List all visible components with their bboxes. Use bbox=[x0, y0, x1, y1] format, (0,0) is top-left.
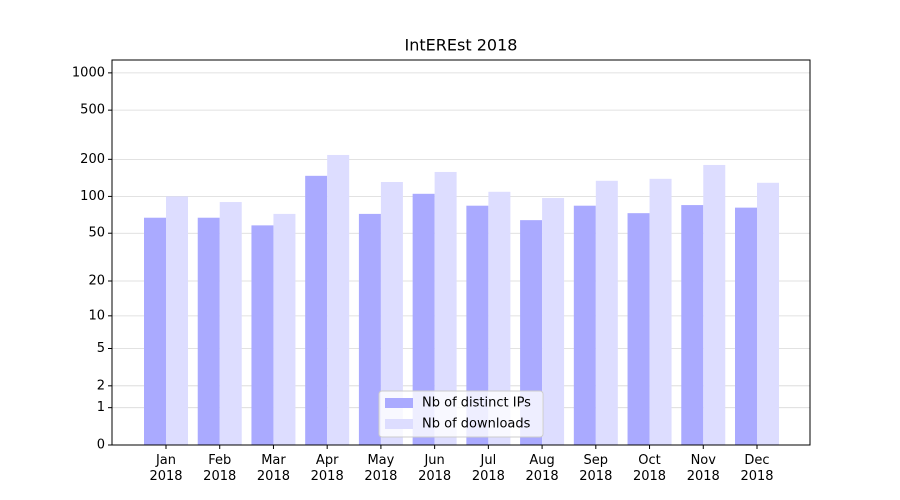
x-tick-label: Nov 2018 bbox=[686, 453, 720, 484]
bar bbox=[520, 220, 543, 445]
bar bbox=[573, 205, 596, 445]
x-tick-label: Dec 2018 bbox=[740, 453, 774, 484]
bar bbox=[327, 154, 350, 445]
chart-title: IntEREst 2018 bbox=[405, 36, 518, 55]
bar bbox=[434, 171, 457, 445]
x-tick-label: May 2018 bbox=[364, 453, 398, 484]
bar bbox=[380, 181, 403, 445]
legend-swatch bbox=[385, 398, 413, 408]
bar bbox=[358, 213, 381, 445]
bar bbox=[197, 217, 220, 445]
bar bbox=[649, 178, 672, 446]
y-tick-label: 1 bbox=[97, 400, 105, 415]
bar bbox=[466, 205, 489, 445]
y-tick-label: 2 bbox=[97, 378, 105, 393]
x-tick-label: Mar 2018 bbox=[256, 453, 290, 484]
legend-label: Nb of downloads bbox=[422, 417, 531, 432]
x-tick-label: Apr 2018 bbox=[310, 453, 344, 484]
bar bbox=[757, 182, 779, 445]
legend-label: Nb of distinct IPs bbox=[422, 396, 531, 411]
bar bbox=[595, 180, 618, 445]
bar bbox=[166, 196, 188, 445]
x-tick-label: Jan 2018 bbox=[149, 453, 183, 484]
y-tick-label: 500 bbox=[80, 103, 105, 118]
bar bbox=[412, 193, 435, 445]
x-tick-label: Feb 2018 bbox=[203, 453, 237, 484]
bar bbox=[735, 207, 757, 445]
y-tick-label: 50 bbox=[88, 226, 105, 241]
legend: Nb of distinct IPs Nb of downloads bbox=[378, 390, 544, 438]
y-tick-label: 0 bbox=[97, 438, 105, 453]
bar bbox=[219, 202, 242, 445]
bar bbox=[627, 213, 650, 445]
x-tick-label: Oct 2018 bbox=[632, 453, 667, 484]
y-tick-label: 5 bbox=[97, 341, 105, 356]
y-tick-label: 100 bbox=[80, 189, 105, 204]
bar bbox=[144, 217, 166, 445]
x-tick-label: Jun 2018 bbox=[418, 453, 452, 484]
bar bbox=[703, 164, 726, 445]
y-tick-label: 10 bbox=[88, 308, 105, 323]
y-tick-label: 20 bbox=[88, 274, 105, 289]
x-tick-label: Aug 2018 bbox=[525, 453, 559, 484]
bar bbox=[542, 198, 565, 445]
bar bbox=[273, 213, 296, 445]
bar bbox=[681, 205, 704, 445]
bar bbox=[305, 175, 328, 445]
bar bbox=[488, 191, 511, 445]
x-tick-label: Sep 2018 bbox=[579, 453, 613, 484]
legend-box bbox=[378, 390, 544, 438]
plot-frame bbox=[111, 59, 811, 446]
bar bbox=[251, 225, 274, 445]
legend-swatch bbox=[385, 419, 413, 429]
y-tick-label: 1000 bbox=[72, 65, 105, 80]
x-tick-label: Jul 2018 bbox=[471, 453, 505, 484]
y-tick-label: 200 bbox=[80, 152, 105, 167]
